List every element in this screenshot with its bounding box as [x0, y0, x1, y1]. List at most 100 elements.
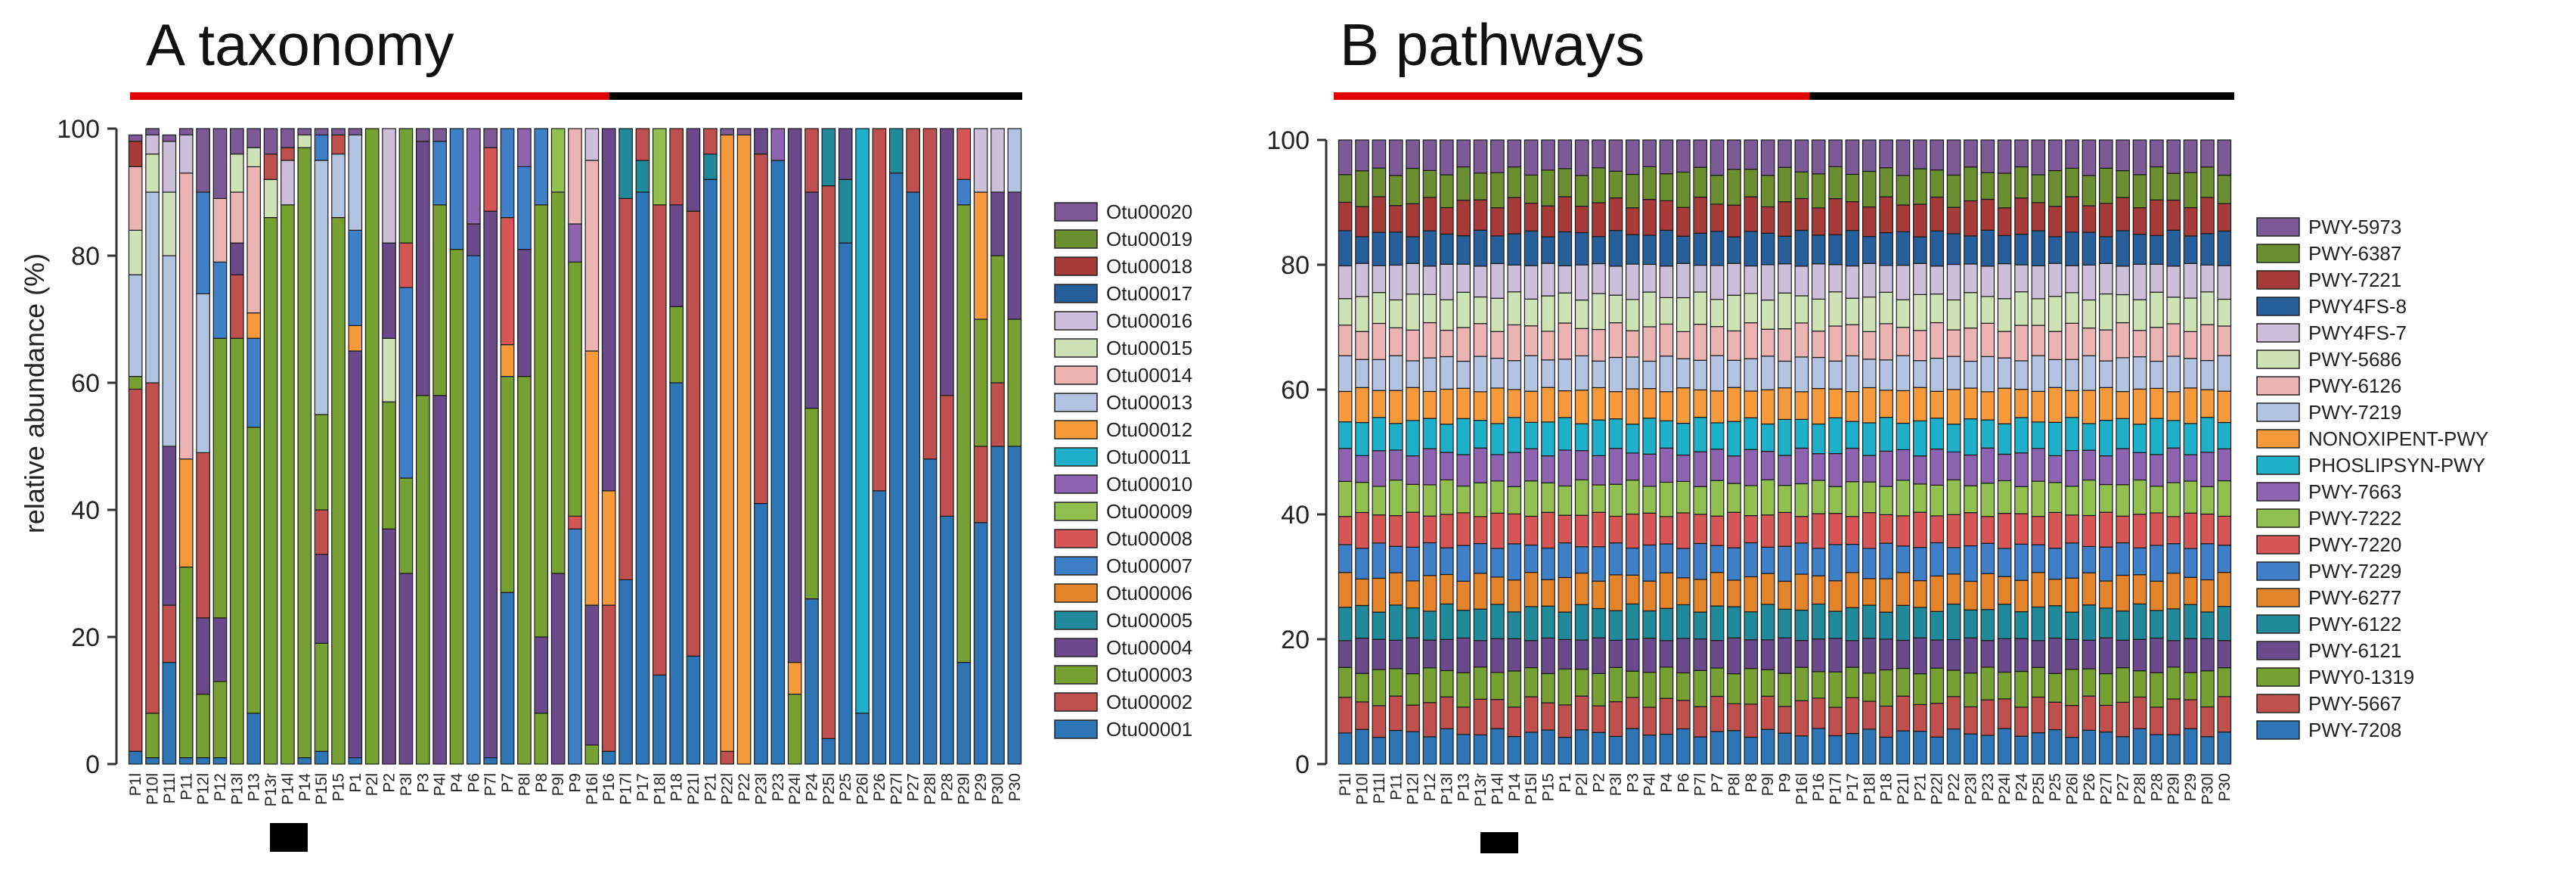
panel-b-bar-segment: [2132, 638, 2147, 672]
panel-a-bar-segment: [855, 128, 870, 714]
panel-b-legend-swatch: [2256, 217, 2300, 237]
panel-b-bar-segment: [1845, 265, 1860, 299]
panel-b-bar-segment: [2116, 230, 2130, 267]
panel-b-bar-segment: [1997, 207, 2012, 237]
panel-b-bar-segment: [1760, 479, 1775, 516]
panel-b-bar-segment: [1778, 139, 1792, 168]
panel-b-bar-segment: [1507, 233, 1522, 266]
panel-b-bar-segment: [1946, 356, 1961, 390]
panel-b-legend-swatch: [2256, 402, 2300, 422]
panel-b-bar-segment: [1440, 174, 1454, 209]
panel-b-bar-segment: [2217, 696, 2232, 733]
panel-a-bar-segment: [432, 395, 447, 765]
panel-a-x-tick-label: P25l: [820, 773, 838, 805]
panel-b-bar-segment: [1861, 236, 1877, 264]
panel-a-bar-segment: [398, 573, 414, 765]
panel-a-bar-segment: [246, 147, 262, 167]
panel-b-bar-segment: [2200, 417, 2215, 453]
panel-b-bar-segment: [2150, 139, 2164, 168]
panel-b-bar-segment: [1964, 200, 1978, 237]
panel-b-bar-segment: [2082, 668, 2097, 697]
panel-b-bar-segment: [1744, 196, 1759, 232]
panel-a-bar: [990, 128, 1005, 765]
panel-b-bar-segment: [1744, 293, 1759, 324]
panel-b-bar-segment: [1574, 572, 1589, 605]
panel-b-x-tick-label: P30: [2216, 773, 2233, 801]
panel-a-bar-segment: [162, 191, 177, 256]
panel-b-bar-segment: [2200, 706, 2215, 738]
panel-a-x-tick-label: P13l: [228, 773, 246, 805]
panel-b-bar-segment: [1794, 229, 1809, 267]
panel-b-bar-segment: [1727, 547, 1741, 581]
panel-b-x-tick-label: P26l: [2064, 773, 2082, 805]
panel-b-bar-segment: [2200, 389, 2215, 418]
panel-b-bar-segment: [1440, 233, 1454, 265]
panel-a-bar-segment: [230, 128, 244, 155]
panel-a-bar-segment: [246, 166, 262, 314]
panel-b-bar-segment: [1355, 359, 1369, 388]
panel-b-bar-segment: [1541, 455, 1555, 483]
panel-a-bar: [398, 128, 414, 765]
panel-b-bar-segment: [1676, 672, 1691, 701]
panel-b-bar-segment: [2132, 547, 2147, 576]
panel-a-bar-segment: [990, 128, 1005, 193]
panel-b-bar-segment: [1778, 580, 1792, 610]
panel-a-x-tick-label: P23: [770, 773, 787, 801]
panel-b-bar-segment: [1642, 486, 1657, 514]
panel-b-bar-segment: [1828, 325, 1843, 362]
panel-b-bar-segment: [1845, 572, 1860, 608]
panel-a-x-tick-label: P15l: [313, 773, 330, 805]
panel-b-bar-segment: [1355, 637, 1369, 674]
panel-b-bar-segment: [1406, 294, 1420, 331]
panel-b-y-tick-label: 40: [1281, 501, 1310, 530]
panel-b-x-tick-label: P9: [1777, 773, 1794, 793]
panel-b-x-tick-label: P21: [1911, 773, 1929, 801]
panel-b-bar-segment: [1778, 732, 1792, 765]
panel-b-bar-segment: [1845, 697, 1860, 735]
panel-b-bar-segment: [1625, 356, 1640, 390]
panel-b-legend-swatch: [2256, 429, 2300, 449]
panel-b-bar-segment: [1338, 325, 1353, 356]
panel-b-bar-segment: [1676, 139, 1691, 173]
panel-a-bar-segment: [331, 134, 346, 155]
panel-a-bar-segment: [550, 573, 566, 765]
panel-b-bar-segment: [1997, 331, 2012, 359]
panel-b-legend-label: PWY-5973: [2308, 216, 2401, 238]
panel-b-x-tick-label: P7: [1709, 773, 1726, 793]
panel-b-bar-segment: [1794, 266, 1809, 297]
panel-b-bar-segment: [1676, 700, 1691, 730]
panel-b-bar-segment: [2183, 638, 2198, 673]
panel-b-bar-segment: [1879, 323, 1893, 361]
panel-b-bar-segment: [1625, 388, 1640, 425]
panel-a-legend-label: Otu00015: [1106, 337, 1192, 359]
panel-b-bar-segment: [1861, 700, 1877, 730]
panel-b-bar: [1592, 139, 1606, 765]
panel-a-bar-segment: [246, 128, 262, 148]
panel-b-bar-segment: [1946, 174, 1961, 208]
panel-b-bar-segment: [1422, 294, 1437, 324]
panel-a-bar-segment: [415, 141, 430, 396]
panel-b-bar: [2082, 139, 2097, 765]
panel-b-bar-segment: [1811, 235, 1826, 265]
panel-b-bar-segment: [1422, 357, 1437, 393]
panel-a-bar-segment: [246, 713, 262, 765]
panel-b-legend-swatch: [2256, 561, 2300, 581]
panel-b-bar-segment: [1473, 666, 1488, 700]
panel-b-bar-segment: [1946, 479, 1961, 515]
panel-b-bar-segment: [1811, 356, 1826, 390]
panel-b-bar-segment: [2200, 166, 2215, 198]
panel-b-bar-segment: [1490, 576, 1505, 605]
panel-b-bar-segment: [1507, 543, 1522, 581]
panel-a-bar-segment: [128, 141, 143, 168]
panel-b-bar-segment: [1760, 206, 1775, 234]
panel-a-bar-segment: [517, 249, 532, 377]
panel-b-bar-segment: [2166, 172, 2181, 201]
panel-b-x-tick-label: P23: [1979, 773, 1997, 801]
panel-b-bar-segment: [1676, 297, 1691, 333]
panel-b-bar: [1811, 139, 1826, 765]
panel-b-bar-segment: [1558, 139, 1573, 169]
panel-b-bar-segment: [2065, 514, 2079, 544]
panel-b-bar-segment: [2031, 325, 2046, 356]
panel-a-bar: [297, 128, 312, 765]
panel-b-bar-segment: [2183, 454, 2198, 482]
